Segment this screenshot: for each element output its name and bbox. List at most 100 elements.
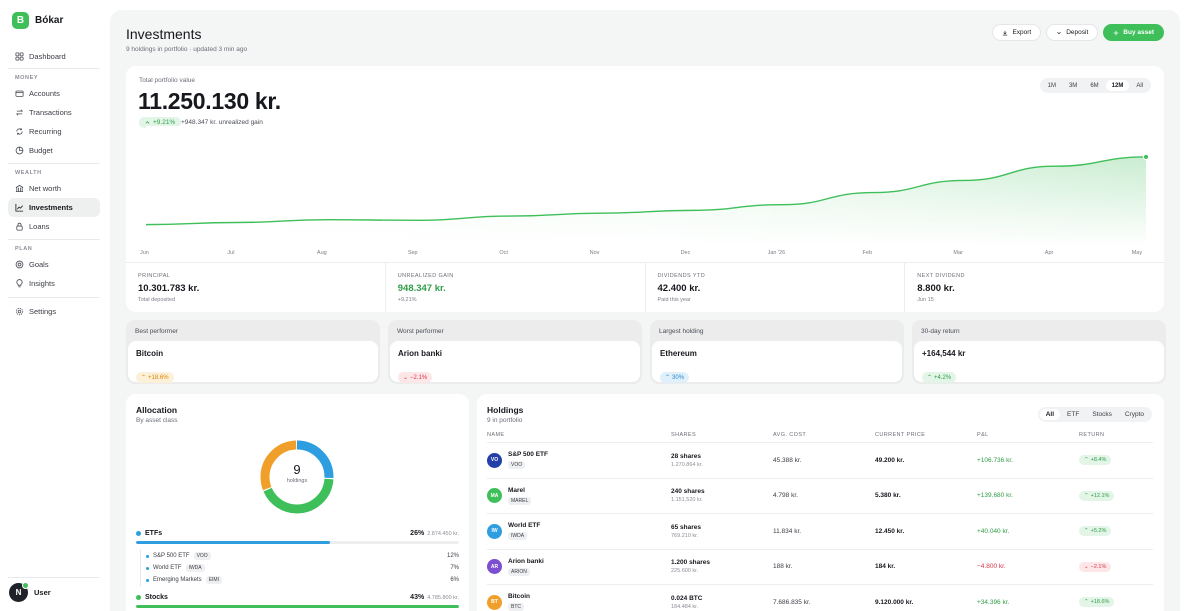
range-tab-1m[interactable]: 1M: [1047, 82, 1056, 89]
holding-name-cell: MA Marel MAREL: [487, 487, 671, 505]
buy-asset-button[interactable]: Buy asset: [1103, 24, 1164, 41]
allocation-class-pct: 26%: [410, 530, 425, 537]
deposit-button[interactable]: Deposit: [1046, 24, 1099, 41]
dashboard-icon: [15, 52, 24, 61]
range-tab-3m[interactable]: 3M: [1068, 82, 1078, 89]
portfolio-value: 11.250.130 kr.: [138, 88, 281, 114]
table-row[interactable]: BT Bitcoin BTC 0.024 BTC 184.484 kr. 7.686.83…: [487, 585, 1153, 611]
column-header[interactable]: CURRENT PRICE: [875, 432, 926, 438]
arrow-up-icon: ⌃: [927, 375, 933, 381]
nav-label: Budget: [29, 146, 53, 155]
performer-card: Best performer Bitcoin ⌃ +18.6%: [126, 320, 380, 384]
pl-cell: +34.396 kr.: [977, 598, 1010, 606]
filter-tab-etf[interactable]: ETF: [1067, 411, 1080, 418]
pl-cell: +139.680 kr.: [977, 492, 1013, 500]
download-icon: [1003, 30, 1008, 35]
nav-item-loans[interactable]: Loans: [8, 217, 100, 236]
column-header[interactable]: P&L: [977, 432, 989, 438]
x-tick-label: Jul: [227, 250, 235, 256]
main-nav: Dashboard MONEY Accounts Transactions Re…: [8, 47, 100, 321]
allocation-sub-item: World ETF IWDA 7%: [146, 562, 459, 574]
holdings-filter: All ETF Stocks Crypto: [1037, 407, 1152, 422]
range-tab-all[interactable]: All: [1136, 82, 1143, 89]
legend-dot: [146, 554, 149, 558]
allocation-donut: [260, 440, 334, 514]
stat-sub: Paid this year: [657, 297, 691, 303]
nav-item-insights[interactable]: Insights: [8, 274, 100, 293]
nav-group-wealth: WEALTH: [15, 170, 42, 176]
avg-cost-cell: 4.798 kr.: [773, 492, 798, 500]
avatar: N: [9, 582, 29, 602]
export-button[interactable]: Export: [992, 24, 1042, 41]
table-row[interactable]: IW World ETF IWDA 65 shares 769.210 kr. 11.83…: [487, 514, 1153, 550]
nav-item-budget[interactable]: Budget: [8, 141, 100, 160]
holding-name-cell: AR Arion banki ARION: [487, 558, 671, 576]
user-name: User: [34, 588, 51, 597]
column-header[interactable]: NAME: [487, 432, 505, 438]
arrow-up-icon: ⌃: [1084, 528, 1089, 535]
user-menu[interactable]: N User: [8, 577, 100, 602]
holding-name: S&P 500 ETF: [508, 451, 548, 459]
buy-asset-label: Buy asset: [1123, 29, 1154, 36]
donut-segment: [260, 440, 334, 514]
table-row[interactable]: AR Arion banki ARION 1.200 shares 225.600 kr…: [487, 550, 1153, 585]
brand[interactable]: B Bókar: [12, 12, 63, 29]
nav-label: Loans: [29, 222, 50, 231]
performer-card-title: Largest holding: [659, 328, 704, 335]
allocation-class-amount: 4.785.800 kr.: [427, 594, 459, 601]
performer-card-title: Worst performer: [397, 328, 444, 335]
trending-up-icon: [15, 203, 24, 212]
column-header[interactable]: SHARES: [671, 432, 697, 438]
nav-item-goals[interactable]: Goals: [8, 255, 100, 274]
shares-cell: 1.200 shares 225.600 kr.: [671, 559, 773, 574]
stat-label: DIVIDENDS YTD: [657, 273, 706, 279]
range-selector: 1M 3M 6M 12M All: [1039, 78, 1151, 93]
sub-item-name: Emerging Markets: [153, 577, 202, 583]
return-chip: ⌃ +18.6%: [1079, 597, 1115, 608]
filter-tab-stocks[interactable]: Stocks: [1092, 411, 1112, 418]
column-header[interactable]: RETURN: [1079, 432, 1105, 438]
asset-logo: AR: [487, 559, 502, 575]
x-tick-label: Nov: [589, 250, 600, 256]
sub-item-pct: 7%: [450, 565, 459, 571]
legend-dot: [136, 595, 141, 600]
allocation-bar: [136, 605, 459, 608]
column-header[interactable]: AVG. COST: [773, 432, 807, 438]
donut-label: holdings: [286, 478, 308, 484]
allocation-bar-fill: [136, 541, 330, 544]
pie-icon: [15, 146, 24, 155]
table-row[interactable]: VO S&P 500 ETF VOO 28 shares 1.270.864 kr. 45…: [487, 443, 1153, 479]
allocation-sub-item: S&P 500 ETF VOO 12%: [146, 550, 459, 562]
nav-item-transactions[interactable]: Transactions: [8, 103, 100, 122]
nav-item-dashboard[interactable]: Dashboard: [8, 47, 100, 66]
nav-item-recurring[interactable]: Recurring: [8, 122, 100, 141]
stat-value: 42.400 kr.: [657, 283, 701, 294]
header-actions: Export Deposit Buy asset: [992, 24, 1164, 41]
filter-tab-crypto[interactable]: Crypto: [1124, 411, 1144, 418]
return-chip: ⌄ −2.1%: [1079, 561, 1112, 572]
sub-item-pct: 12%: [446, 553, 459, 559]
nav-item-accounts[interactable]: Accounts: [8, 84, 100, 103]
ticker-badge: BTC: [508, 603, 524, 611]
range-tab-6m[interactable]: 6M: [1090, 82, 1099, 89]
pl-cell: +40.040 kr.: [977, 527, 1010, 535]
nav-divider: [8, 163, 100, 164]
range-tab-12m[interactable]: 12M: [1105, 80, 1130, 91]
nav-item-investments[interactable]: Investments: [8, 198, 100, 217]
unrealized-gain-text: +948.347 kr. unrealized gain: [181, 119, 263, 126]
x-tick-label: Mar: [953, 250, 963, 256]
filter-tab-all[interactable]: All: [1039, 409, 1061, 420]
chart-area-fade: [146, 126, 1146, 248]
sub-item-name: World ETF: [153, 565, 182, 571]
allocation-class-name: Stocks: [145, 594, 168, 601]
table-row[interactable]: MA Marel MAREL 240 shares 1.151.520 kr. 4.798…: [487, 479, 1153, 514]
nav-item-net-worth[interactable]: Net worth: [8, 179, 100, 198]
nav-label: Goals: [29, 260, 49, 269]
nav-item-settings[interactable]: Settings: [8, 302, 100, 321]
arrow-down-icon: ⌄: [403, 375, 409, 381]
table-header: NAME SHARES AVG. COST CURRENT PRICE P&L RETUR…: [487, 428, 1153, 443]
chip-text: +18.6%: [148, 374, 169, 381]
return-chip: ⌃ +8.4%: [1079, 455, 1112, 466]
arrows-swap-icon: [15, 108, 24, 117]
nav-label: Insights: [29, 279, 55, 288]
